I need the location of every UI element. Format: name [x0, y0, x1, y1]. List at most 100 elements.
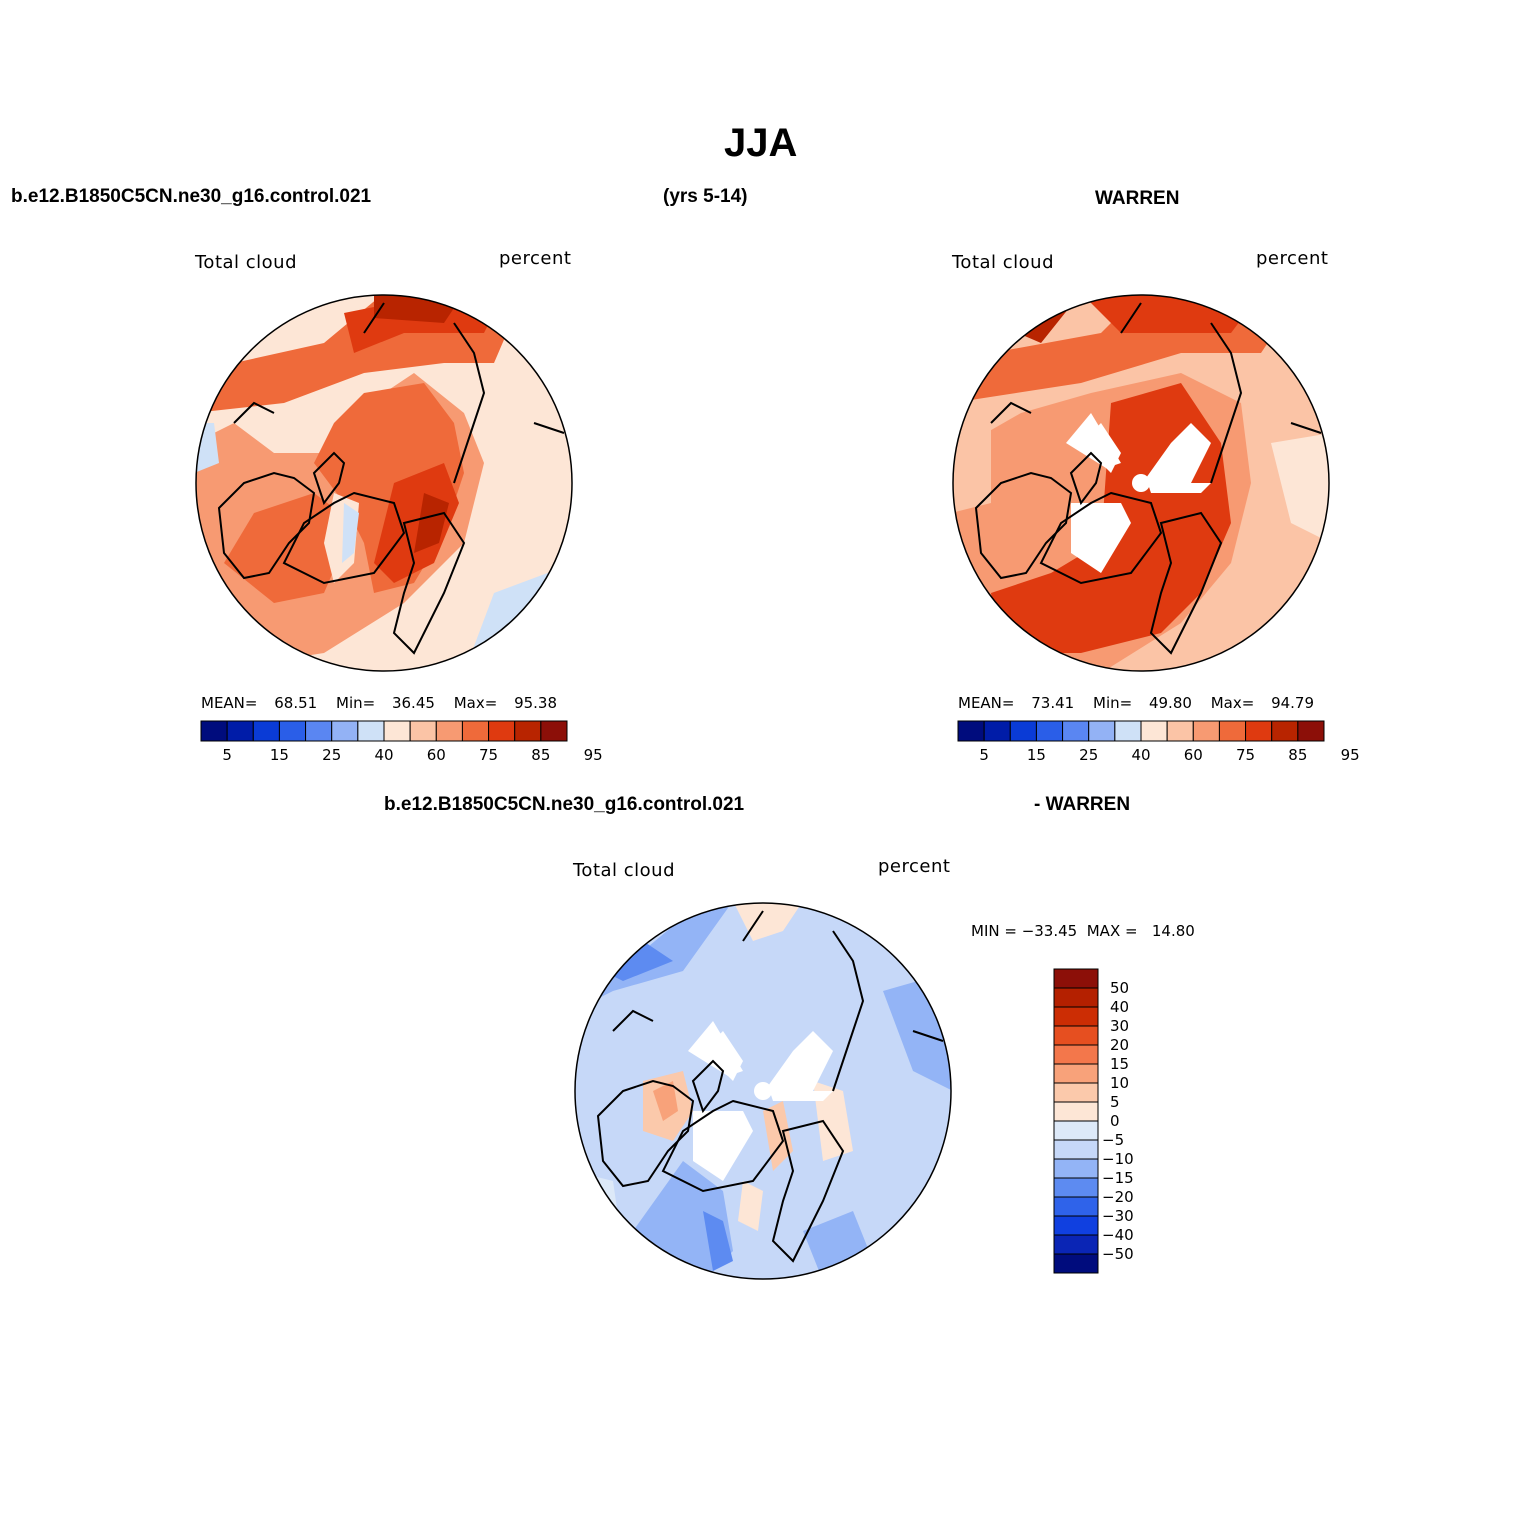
obs-colorbar-tick-label: 25 [1079, 746, 1099, 764]
obs-colorbar-swatch [1062, 720, 1090, 742]
diff-colorbar-tick-label: 5 [1110, 1093, 1120, 1111]
obs-colorbar-tick-label: 95 [1340, 746, 1360, 764]
diff-obs-header: - WARREN [1034, 794, 1131, 815]
model-colorbar-swatch [461, 720, 490, 742]
obs-colorbar-swatch [1114, 720, 1142, 742]
obs-colorbar-swatch [1271, 720, 1299, 742]
obs-name-header: WARREN [1095, 188, 1180, 209]
diff-colorbar-swatch [1053, 1063, 1099, 1084]
model-colorbar-swatch [540, 720, 568, 742]
obs-max-value: 94.79 [1271, 694, 1315, 712]
model-units-label: percent [499, 248, 572, 269]
obs-stats: MEAN= 73.41 Min= 49.80 Max= 94.79 [958, 694, 1314, 712]
obs-colorbar-tick-label: 60 [1183, 746, 1203, 764]
model-colorbar-tick-label: 60 [426, 746, 446, 764]
model-colorbar-tick-label: 25 [322, 746, 342, 764]
diff-colorbar-tick-label: −50 [1102, 1245, 1134, 1263]
diff-colorbar [1053, 968, 1099, 1274]
diff-colorbar-swatch [1053, 1006, 1099, 1027]
diff-colorbar-swatch [1053, 987, 1099, 1008]
obs-colorbar-swatch [1297, 720, 1325, 742]
model-colorbar-tick-label: 15 [269, 746, 289, 764]
model-colorbar-swatch [331, 720, 359, 742]
diff-colorbar-swatch [1053, 1177, 1099, 1198]
diff-colorbar-tick-label: −20 [1102, 1188, 1134, 1206]
years-header: (yrs 5-14) [663, 186, 748, 207]
obs-mean-label: MEAN= [958, 694, 1015, 712]
diff-colorbar-tick-label: −30 [1102, 1207, 1134, 1225]
diff-colorbar-ticks: 50 40 30 20 15 10 5 0 −5 −10 −15 −20 −30 −40 −50 [1102, 969, 1162, 1273]
diff-colorbar-swatch [1053, 1234, 1099, 1255]
diff-colorbar-swatch [1053, 1120, 1099, 1141]
model-max-label: Max= [453, 694, 498, 712]
diff-minmax: MIN = −33.45 MAX = 14.80 [971, 922, 1195, 940]
obs-colorbar-swatch [1245, 720, 1273, 742]
model-colorbar-swatch [409, 720, 437, 742]
model-colorbar-tick-label: 75 [479, 746, 499, 764]
obs-colorbar-tick-label: 40 [1131, 746, 1151, 764]
model-colorbar-swatch [357, 720, 385, 742]
obs-colorbar [957, 720, 1325, 742]
model-variable-label: Total cloud [195, 252, 298, 273]
obs-colorbar-swatch [1140, 720, 1168, 742]
model-colorbar [200, 720, 568, 742]
model-stats: MEAN= 68.51 Min= 36.45 Max= 95.38 [201, 694, 557, 712]
page-title: JJA [724, 121, 798, 165]
obs-min-label: Min= [1093, 694, 1133, 712]
model-colorbar-swatch [514, 720, 542, 742]
diff-colorbar-tick-label: 10 [1110, 1074, 1130, 1092]
model-colorbar-swatch [435, 720, 463, 742]
obs-colorbar-swatch [1166, 720, 1194, 742]
diff-colorbar-swatch [1053, 1139, 1099, 1160]
model-colorbar-tick-label: 85 [531, 746, 551, 764]
diff-case-header: b.e12.B1850C5CN.ne30_g16.control.021 [384, 794, 745, 815]
obs-mean-value: 73.41 [1031, 694, 1075, 712]
diff-colorbar-tick-label: 50 [1110, 979, 1130, 997]
model-max-value: 95.38 [514, 694, 558, 712]
obs-max-label: Max= [1210, 694, 1255, 712]
obs-colorbar-swatch [1035, 720, 1064, 742]
obs-colorbar-tick-label: 85 [1288, 746, 1308, 764]
diff-colorbar-tick-label: 0 [1110, 1112, 1120, 1130]
case-name-header: b.e12.B1850C5CN.ne30_g16.control.021 [11, 186, 372, 207]
model-colorbar-swatch [200, 720, 228, 742]
diff-colorbar-swatch [1053, 1215, 1099, 1236]
obs-colorbar-swatch [1088, 720, 1116, 742]
obs-colorbar-swatch [1218, 720, 1247, 742]
diff-colorbar-swatch [1053, 1101, 1099, 1122]
model-colorbar-tick-label: 95 [583, 746, 603, 764]
model-mean-value: 68.51 [274, 694, 318, 712]
obs-colorbar-swatch [1009, 720, 1037, 742]
obs-min-value: 49.80 [1148, 694, 1192, 712]
diff-polar-map [574, 902, 952, 1280]
model-colorbar-swatch [305, 720, 333, 742]
obs-colorbar-tick-label: 75 [1236, 746, 1256, 764]
model-colorbar-swatch [488, 720, 516, 742]
model-colorbar-swatch [383, 720, 411, 742]
diff-colorbar-tick-label: −5 [1102, 1131, 1125, 1149]
diff-colorbar-tick-label: −10 [1102, 1150, 1134, 1168]
obs-colorbar-swatch [983, 720, 1011, 742]
model-polar-map [195, 294, 573, 672]
obs-polar-map [952, 294, 1330, 672]
model-colorbar-tick-label: 5 [222, 746, 232, 764]
model-colorbar-swatch [278, 720, 307, 742]
obs-colorbar-tick-label: 15 [1026, 746, 1046, 764]
obs-colorbar-ticks: 5 15 25 40 60 75 85 95 [958, 746, 1359, 766]
obs-colorbar-tick-label: 5 [979, 746, 989, 764]
model-min-value: 36.45 [391, 694, 435, 712]
obs-variable-label: Total cloud [952, 252, 1055, 273]
diff-colorbar-swatch [1053, 1082, 1099, 1103]
diff-colorbar-tick-label: 20 [1110, 1036, 1130, 1054]
diff-colorbar-swatch [1053, 1025, 1099, 1046]
diff-colorbar-swatch [1053, 1158, 1099, 1179]
obs-colorbar-swatch [1192, 720, 1220, 742]
diff-colorbar-swatch [1053, 1196, 1099, 1217]
diff-colorbar-tick-label: −15 [1102, 1169, 1134, 1187]
diff-variable-label: Total cloud [573, 860, 676, 881]
obs-colorbar-swatch [957, 720, 985, 742]
diff-colorbar-swatch [1053, 968, 1099, 989]
obs-units-label: percent [1256, 248, 1329, 269]
diff-colorbar-tick-label: −40 [1102, 1226, 1134, 1244]
model-min-label: Min= [336, 694, 376, 712]
